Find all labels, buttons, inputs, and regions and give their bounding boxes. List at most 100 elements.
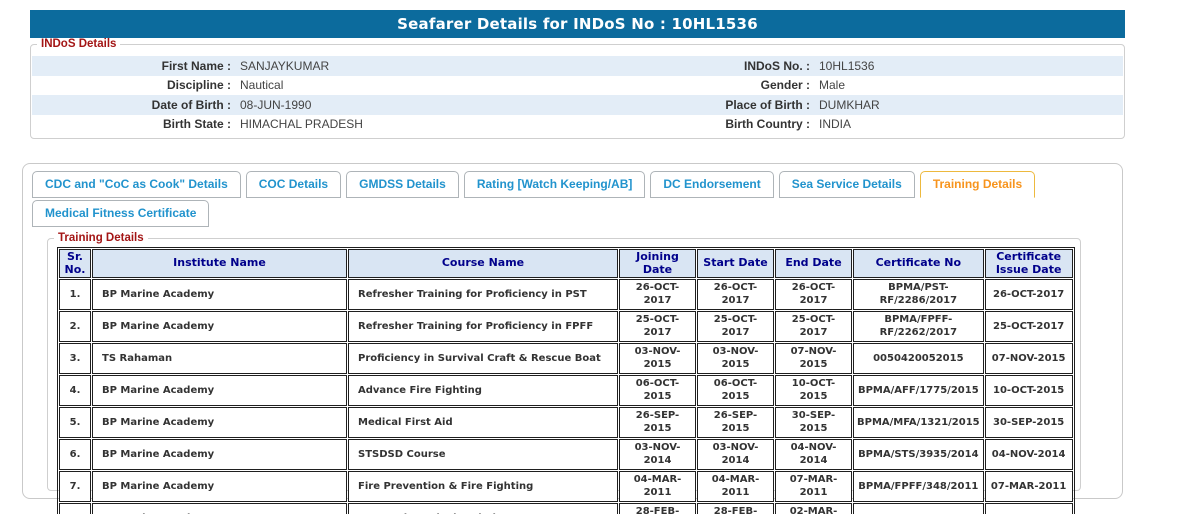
details-tab-panel: CDC and "CoC as Cook" Details COC Detail… (22, 163, 1123, 514)
detail-label: Discipline : (166, 78, 231, 93)
detail-label: Place of Birth : (725, 97, 810, 112)
cell-certificate-issue-date: 07-NOV-2015 (984, 343, 1073, 375)
cell-joining-date: 03-NOV-2015 (619, 343, 696, 375)
indos-detail-rows: First Name : SANJAYKUMAR INDoS No. : 10H… (32, 56, 1123, 134)
cell-joining-date: 28-FEB-2011 (619, 503, 696, 514)
cell-end-date: 30-SEP-2015 (775, 407, 852, 439)
cell-certificate-issue-date: 04-NOV-2014 (984, 439, 1073, 471)
detail-value: SANJAYKUMAR (240, 58, 330, 73)
cell-joining-date: 03-NOV-2014 (619, 439, 696, 471)
cell-institute-name: BP Marine Academy (92, 407, 347, 439)
cell-start-date: 26-SEP-2015 (697, 407, 774, 439)
detail-row: Date of Birth : 08-JUN-1990 Place of Bir… (32, 95, 1123, 115)
table-row: 6. BP Marine Academy STSDSD Course 03-NO… (59, 439, 1073, 471)
cell-course-name: Refresher Training for Proficiency in PS… (348, 279, 618, 311)
cell-certificate-issue-date: 07-MAR-2011 (984, 471, 1073, 503)
cell-course-name: STSDSD Course (348, 439, 618, 471)
cell-certificate-no: BPMA/AFF/1775/2015 (853, 375, 984, 407)
training-table: Sr. No. Institute Name Course Name Joini… (57, 247, 1075, 514)
cell-joining-date: 25-OCT-2017 (619, 311, 696, 343)
table-row: 3. TS Rahaman Proficiency in Survival Cr… (59, 343, 1073, 375)
detail-label: INDoS No. : (744, 58, 810, 73)
detail-value: Nautical (240, 78, 284, 93)
tab[interactable]: Rating [Watch Keeping/AB] (463, 171, 646, 198)
cell-course-name: Personal Survival Techniques (348, 503, 618, 514)
cell-certificate-no: BPMA/STS/3935/2014 (853, 439, 984, 471)
cell-institute-name: BP Marine Academy (92, 311, 347, 343)
cell-institute-name: TS Rahaman (92, 343, 347, 375)
cell-course-name: Fire Prevention & Fire Fighting (348, 471, 618, 503)
detail-value: INDIA (819, 117, 852, 132)
detail-label: Gender : (760, 78, 810, 93)
tab[interactable]: COC Details (245, 171, 342, 198)
cell-sr-no: 1. (59, 279, 91, 311)
cell-certificate-issue-date: 26-OCT-2017 (984, 279, 1073, 311)
detail-value: HIMACHAL PRADESH (240, 117, 363, 132)
table-row: 4. BP Marine Academy Advance Fire Fighti… (59, 375, 1073, 407)
cell-start-date: 06-OCT-2015 (697, 375, 774, 407)
tab[interactable]: Training Details (919, 171, 1036, 198)
cell-start-date: 03-NOV-2015 (697, 343, 774, 375)
cell-sr-no: 3. (59, 343, 91, 375)
tab[interactable]: GMDSS Details (346, 171, 459, 198)
detail-row: First Name : SANJAYKUMAR INDoS No. : 10H… (32, 56, 1123, 76)
cell-institute-name: BP Marine Academy (92, 471, 347, 503)
detail-value: DUMKHAR (819, 97, 880, 112)
cell-sr-no: 8. (59, 503, 91, 514)
table-row: 7. BP Marine Academy Fire Prevention & F… (59, 471, 1073, 503)
cell-certificate-issue-date: 30-SEP-2015 (984, 407, 1073, 439)
cell-certificate-issue-date: 02-MAR-2011 (984, 503, 1073, 514)
tab[interactable]: CDC and "CoC as Cook" Details (32, 171, 241, 198)
cell-start-date: 28-FEB-2011 (697, 503, 774, 514)
table-header-row: Sr. No. Institute Name Course Name Joini… (59, 249, 1073, 279)
indos-details-section: INDoS Details First Name : SANJAYKUMAR I… (30, 38, 1125, 139)
cell-certificate-no: BPMA/PST/283/2011 (853, 503, 984, 514)
column-header: End Date (775, 249, 852, 279)
cell-certificate-issue-date: 10-OCT-2015 (984, 375, 1073, 407)
cell-end-date: 26-OCT-2017 (775, 279, 852, 311)
cell-institute-name: BP Marine Academy (92, 503, 347, 514)
tab[interactable]: DC Endorsement (650, 171, 774, 198)
cell-course-name: Advance Fire Fighting (348, 375, 618, 407)
cell-institute-name: BP Marine Academy (92, 439, 347, 471)
cell-joining-date: 26-SEP-2015 (619, 407, 696, 439)
cell-sr-no: 7. (59, 471, 91, 503)
tab[interactable]: Sea Service Details (778, 171, 915, 198)
tabs-row-2: Medical Fitness Certificate (32, 200, 1122, 227)
cell-sr-no: 4. (59, 375, 91, 407)
detail-value: Male (819, 78, 846, 93)
cell-end-date: 02-MAR-2011 (775, 503, 852, 514)
cell-certificate-no: BPMA/PST-RF/2286/2017 (853, 279, 984, 311)
detail-label: Birth Country : (725, 117, 810, 132)
column-header: Joining Date (619, 249, 696, 279)
cell-certificate-issue-date: 25-OCT-2017 (984, 311, 1073, 343)
tab[interactable]: Medical Fitness Certificate (32, 200, 210, 227)
cell-end-date: 07-NOV-2015 (775, 343, 852, 375)
cell-sr-no: 6. (59, 439, 91, 471)
cell-course-name: Medical First Aid (348, 407, 618, 439)
table-row: 8. BP Marine Academy Personal Survival T… (59, 503, 1073, 514)
page-title: Seafarer Details for INDoS No : 10HL1536 (30, 10, 1125, 38)
cell-certificate-no: BPMA/FPFF/348/2011 (853, 471, 984, 503)
cell-sr-no: 5. (59, 407, 91, 439)
detail-value: 10HL1536 (819, 58, 875, 73)
cell-course-name: Refresher Training for Proficiency in FP… (348, 311, 618, 343)
indos-details-legend: INDoS Details (37, 38, 121, 51)
detail-label: Date of Birth : (151, 97, 231, 112)
column-header: Course Name (348, 249, 618, 279)
cell-certificate-no: 0050420052015 (853, 343, 984, 375)
detail-row: Discipline : Nautical Gender : Male (32, 76, 1123, 96)
detail-value: 08-JUN-1990 (240, 97, 312, 112)
cell-end-date: 10-OCT-2015 (775, 375, 852, 407)
cell-certificate-no: BPMA/MFA/1321/2015 (853, 407, 984, 439)
cell-joining-date: 04-MAR-2011 (619, 471, 696, 503)
cell-course-name: Proficiency in Survival Craft & Rescue B… (348, 343, 618, 375)
cell-sr-no: 2. (59, 311, 91, 343)
column-header: Institute Name (92, 249, 347, 279)
training-details-section: Training Details Sr. No. Institute Name (47, 232, 1081, 514)
training-details-legend: Training Details (54, 232, 148, 245)
detail-row: Birth State : HIMACHAL PRADESH Birth Cou… (32, 115, 1123, 135)
cell-institute-name: BP Marine Academy (92, 279, 347, 311)
detail-label: First Name : (161, 58, 231, 73)
